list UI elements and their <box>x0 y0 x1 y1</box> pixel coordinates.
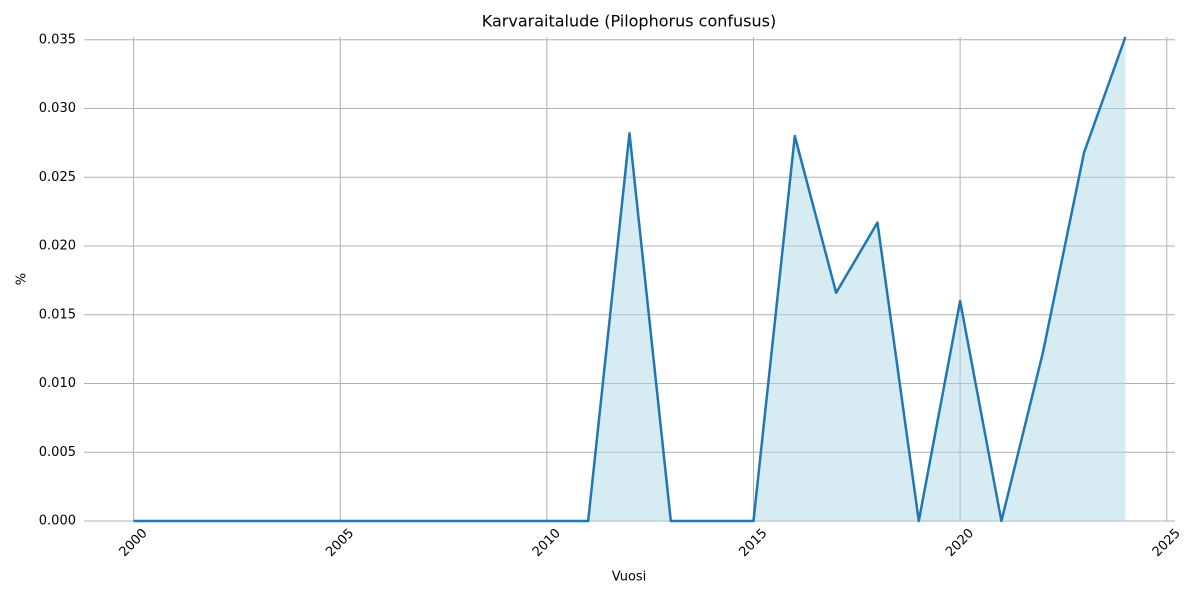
y-axis-label: % <box>15 273 30 285</box>
line <box>133 36 1127 523</box>
y-tick-label: 0.035 <box>39 32 76 47</box>
x-tick-label: 2015 <box>736 526 770 560</box>
x-axis-label: Vuosi <box>612 570 647 585</box>
y-tick-label: 0.010 <box>39 376 76 391</box>
y-tick-label: 0.020 <box>39 239 76 254</box>
y-tick-label: 0.005 <box>39 445 76 460</box>
y-tick-label: 0.030 <box>39 101 76 116</box>
x-tick-label: 2010 <box>530 526 564 560</box>
y-tick-label: 0.000 <box>39 514 76 529</box>
x-tick-label: 2005 <box>323 526 357 560</box>
chart-title: Karvaraitalude (Pilophorus confusus) <box>482 12 776 31</box>
y-tick-label: 0.025 <box>39 170 76 185</box>
y-tick-label: 0.015 <box>39 307 76 322</box>
x-tick-label: 2025 <box>1150 526 1184 560</box>
area <box>133 37 1126 521</box>
x-tick-label: 2000 <box>117 526 151 560</box>
x-tick-label: 2020 <box>943 526 977 560</box>
